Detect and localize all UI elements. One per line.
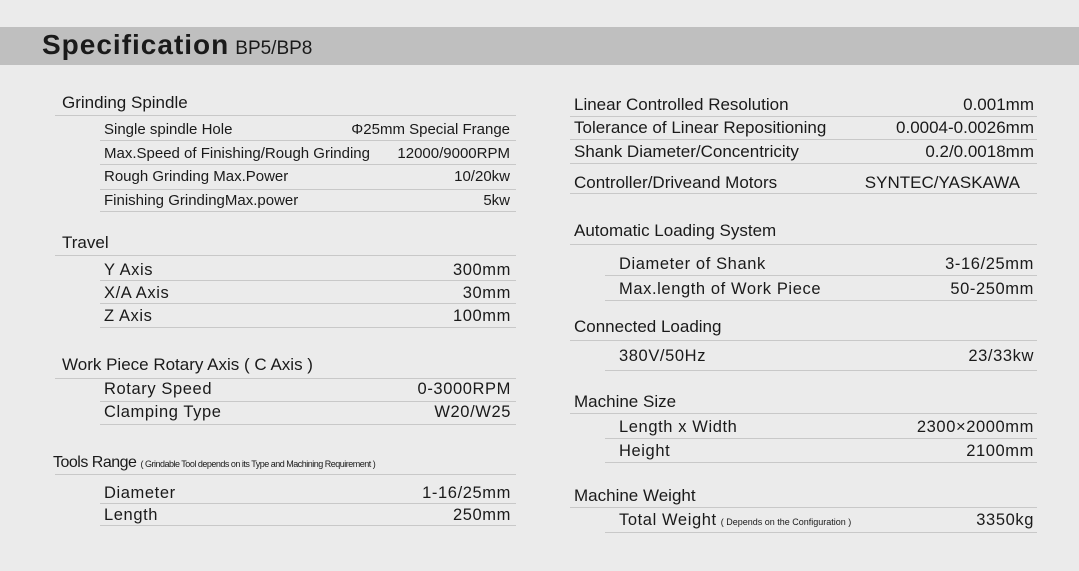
divider: [570, 244, 1037, 245]
spec-value: 0.0004-0.0026mm: [896, 118, 1034, 137]
divider: [100, 303, 516, 304]
spec-value: 10/20kw: [454, 168, 510, 185]
spec-label: Rotary Speed: [104, 380, 213, 398]
divider: [55, 255, 516, 256]
divider: [55, 115, 516, 116]
spec-label: Diameter: [104, 484, 176, 502]
divider: [570, 340, 1037, 341]
spec-value: 1-16/25mm: [422, 484, 511, 502]
header-bar: [0, 27, 1079, 65]
spec-label: Tolerance of Linear Repositioning: [574, 118, 827, 137]
spec-label: Shank Diameter/Concentricity: [574, 142, 799, 161]
divider: [605, 532, 1037, 533]
divider: [570, 116, 1037, 117]
spec-value: 300mm: [452, 261, 511, 279]
spec-value: 50-250mm: [950, 280, 1034, 298]
divider: [605, 275, 1037, 276]
page-title: Specification BP5/BP8: [42, 29, 312, 61]
spec-label: Y Axis: [104, 261, 154, 279]
section-title-auto-loading: Automatic Loading System: [574, 221, 777, 240]
spec-label: Length: [104, 506, 159, 524]
spec-value: 12000/9000RPM: [397, 145, 510, 162]
divider: [55, 474, 516, 475]
title-text: Specification: [42, 29, 230, 60]
spec-value: 0-3000RPM: [417, 380, 511, 398]
tools-range-title: Tools Range: [53, 454, 137, 471]
spec-label: Max.length of Work Piece: [619, 280, 822, 298]
spec-value: 23/33kw: [968, 347, 1034, 365]
divider: [100, 327, 516, 328]
section-title-machine-weight: Machine Weight: [574, 486, 696, 505]
spec-value: 30mm: [462, 284, 511, 302]
divider: [100, 140, 516, 141]
spec-value: W20/W25: [434, 403, 511, 421]
spec-value: 0.001mm: [963, 95, 1034, 114]
spec-value: 2100mm: [966, 442, 1034, 460]
spec-label: Single spindle Hole: [104, 121, 233, 138]
section-title-travel: Travel: [62, 233, 109, 252]
spec-value: 2300×2000mm: [916, 418, 1034, 436]
divider: [100, 503, 516, 504]
divider: [100, 211, 516, 212]
divider: [570, 139, 1037, 140]
divider: [100, 525, 516, 526]
spec-label: Z Axis: [104, 307, 153, 325]
spec-label: Finishing GrindingMax.power: [104, 192, 299, 209]
divider: [570, 193, 1037, 194]
divider: [570, 413, 1037, 414]
divider: [605, 462, 1037, 463]
spec-label: 380V/50Hz: [619, 347, 707, 365]
divider: [605, 370, 1037, 371]
section-title-grinding-spindle: Grinding Spindle: [62, 93, 188, 112]
spec-label: Clamping Type: [104, 403, 222, 421]
divider: [570, 507, 1037, 508]
divider: [100, 424, 516, 425]
divider: [100, 164, 516, 165]
spec-label: Length x Width: [619, 418, 738, 436]
spec-value: 100mm: [452, 307, 511, 325]
spec-label: Height: [619, 442, 671, 460]
spec-label: Diameter of Shank: [619, 255, 766, 273]
total-weight-label: Total Weight: [619, 511, 717, 529]
divider: [605, 300, 1037, 301]
spec-value: 3-16/25mm: [945, 255, 1034, 273]
section-title-rotary-axis: Work Piece Rotary Axis ( C Axis ): [62, 355, 313, 374]
spec-value: 5kw: [483, 192, 510, 209]
divider: [605, 438, 1037, 439]
divider: [55, 378, 516, 379]
spec-value: 0.2/0.0018mm: [925, 142, 1034, 161]
section-title-machine-size: Machine Size: [574, 392, 677, 411]
total-weight-note: ( Depends on the Configuration ): [720, 517, 852, 527]
spec-label: Max.Speed of Finishing/Rough Grinding: [104, 145, 370, 162]
divider: [100, 280, 516, 281]
spec-value: 250mm: [452, 506, 511, 524]
model-name: BP5/BP8: [235, 38, 313, 59]
spec-label: Total Weight( Depends on the Configurati…: [619, 510, 851, 530]
spec-label: Controller/Driveand Motors: [574, 173, 778, 192]
spec-label: X/A Axis: [104, 284, 170, 302]
section-title-tools-range: Tools Range( Grindable Tool depends on i…: [53, 453, 376, 473]
spec-value: SYNTEC/YASKAWA: [864, 173, 1020, 192]
spec-value: Φ25mm Special Frange: [351, 121, 510, 138]
spec-label: Linear Controlled Resolution: [574, 95, 789, 114]
section-title-connected-loading: Connected Loading: [574, 317, 722, 336]
tools-range-note: ( Grindable Tool depends on its Type and…: [140, 459, 376, 469]
divider: [100, 401, 516, 402]
divider: [100, 189, 516, 190]
spec-label: Rough Grinding Max.Power: [104, 168, 289, 185]
divider: [570, 163, 1037, 164]
spec-value: 3350kg: [976, 511, 1034, 529]
